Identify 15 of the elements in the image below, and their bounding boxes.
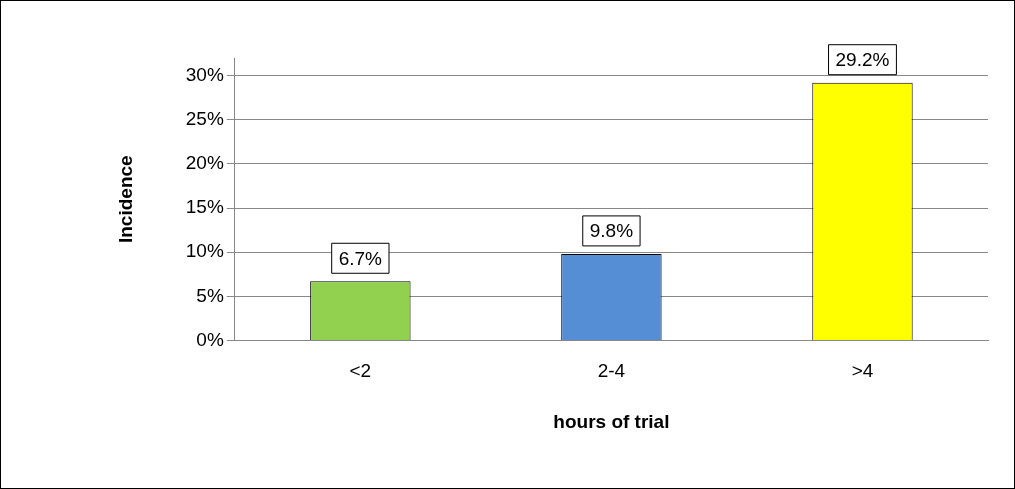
data-label: 29.2% <box>835 48 890 70</box>
x-tick-label: >4 <box>851 360 874 382</box>
x-axis-title: hours of trial <box>553 410 670 432</box>
y-tick-label: 0% <box>196 328 224 350</box>
y-axis-title: Incidence <box>114 155 136 244</box>
data-label: 9.8% <box>589 220 634 242</box>
y-tick-label: 20% <box>185 152 224 174</box>
y-tick-label: 10% <box>185 240 224 262</box>
x-tick-label: <2 <box>349 360 372 382</box>
x-tick-label: 2-4 <box>597 360 626 382</box>
y-tick-label: 30% <box>185 63 224 85</box>
y-tick-label: 5% <box>196 284 224 306</box>
y-tick-label: 15% <box>185 196 224 218</box>
data-label: 6.7% <box>338 247 383 269</box>
y-tick-label: 25% <box>185 108 224 130</box>
